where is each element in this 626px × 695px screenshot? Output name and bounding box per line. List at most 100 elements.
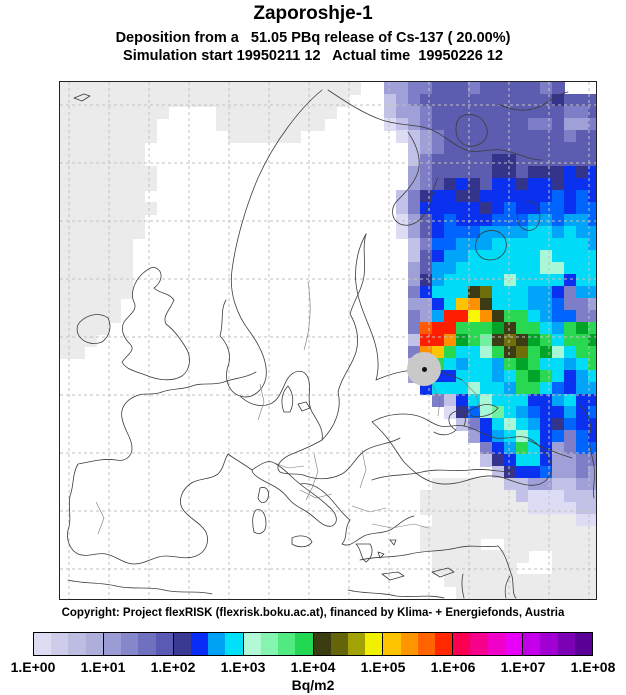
deposition-cell (552, 526, 565, 539)
deposition-cell (552, 562, 565, 575)
deposition-cell (480, 190, 493, 203)
colorbar-segment (260, 633, 279, 655)
deposition-cell (564, 154, 577, 167)
deposition-cell (564, 346, 577, 359)
deposition-cell (552, 130, 565, 143)
deposition-cell (432, 526, 445, 539)
deposition-cell (72, 82, 85, 95)
deposition-cell (588, 394, 596, 407)
deposition-cell (528, 286, 541, 299)
deposition-cell (468, 190, 481, 203)
deposition-cell (456, 358, 469, 371)
deposition-cell (204, 94, 217, 107)
deposition-cell (216, 118, 229, 131)
deposition-cell (468, 82, 481, 95)
deposition-cell (516, 202, 529, 215)
deposition-cell (480, 454, 493, 467)
deposition-cell (444, 490, 457, 503)
deposition-cell (228, 106, 241, 119)
deposition-cell (396, 130, 409, 143)
deposition-cell (516, 250, 529, 263)
deposition-cell (588, 586, 596, 599)
deposition-cell (420, 214, 433, 227)
deposition-cell (576, 358, 589, 371)
deposition-cell (108, 130, 121, 143)
deposition-cell (588, 514, 596, 527)
deposition-cell (432, 106, 445, 119)
deposition-cell (420, 94, 433, 107)
deposition-cell (492, 82, 505, 95)
deposition-cell (312, 106, 325, 119)
colorbar-segment (417, 633, 436, 655)
deposition-cell (456, 274, 469, 287)
deposition-cell (588, 286, 596, 299)
deposition-cell (432, 262, 445, 275)
deposition-cell (228, 82, 241, 95)
deposition-cell (588, 490, 596, 503)
deposition-cell (432, 286, 445, 299)
deposition-cell (564, 442, 577, 455)
colorbar-segment (330, 633, 348, 655)
deposition-cell (420, 274, 433, 287)
deposition-cell (516, 190, 529, 203)
colorbar-segment (68, 633, 86, 655)
deposition-cell (564, 490, 577, 503)
deposition-cell (468, 274, 481, 287)
deposition-cell (552, 502, 565, 515)
deposition-cell (588, 190, 596, 203)
deposition-cell (516, 370, 529, 383)
colorbar-tick-label: 1.E+02 (150, 659, 196, 675)
deposition-cell (564, 142, 577, 155)
deposition-cell (432, 202, 445, 215)
deposition-cell (552, 514, 565, 527)
deposition-cell (516, 238, 529, 251)
deposition-cell (420, 250, 433, 263)
deposition-cell (528, 178, 541, 191)
colorbar-segment (172, 633, 191, 655)
deposition-cell (72, 322, 85, 335)
deposition-cell (444, 526, 457, 539)
deposition-cell (552, 358, 565, 371)
deposition-cell (60, 250, 73, 263)
deposition-cell (84, 310, 97, 323)
deposition-cell (72, 274, 85, 287)
deposition-cell (480, 94, 493, 107)
deposition-cell (552, 82, 565, 95)
deposition-cell (480, 502, 493, 515)
deposition-cell (516, 322, 529, 335)
deposition-cell (588, 166, 596, 179)
deposition-cell (504, 358, 517, 371)
deposition-cell (432, 538, 445, 551)
deposition-cell (564, 382, 577, 395)
deposition-cell (408, 310, 421, 323)
deposition-cell (576, 334, 589, 347)
deposition-cell (72, 118, 85, 131)
colorbar-tick-labels: 1.E+00 1.E+01 1.E+02 1.E+03 1.E+04 1.E+05 1.E+… (11, 659, 616, 676)
deposition-cell (564, 190, 577, 203)
deposition-cell (408, 82, 421, 95)
deposition-cell (480, 586, 493, 599)
deposition-cell (444, 154, 457, 167)
deposition-cell (588, 298, 596, 311)
deposition-cell (576, 538, 589, 551)
deposition-cell (480, 550, 493, 563)
deposition-cell (480, 226, 493, 239)
deposition-cell (552, 142, 565, 155)
deposition-cell (444, 190, 457, 203)
deposition-cell (456, 394, 469, 407)
deposition-cell (528, 346, 541, 359)
deposition-cell (132, 142, 145, 155)
deposition-cell (588, 310, 596, 323)
deposition-cell (552, 334, 565, 347)
deposition-cell (384, 82, 397, 95)
colorbar-segment (190, 633, 209, 655)
deposition-cell (120, 130, 133, 143)
deposition-cell (492, 178, 505, 191)
deposition-cell (516, 526, 529, 539)
deposition-cell (516, 574, 529, 587)
deposition-cell (84, 298, 97, 311)
deposition-cell (60, 154, 73, 167)
deposition-cell (432, 178, 445, 191)
deposition-cell (528, 190, 541, 203)
deposition-cell (516, 262, 529, 275)
